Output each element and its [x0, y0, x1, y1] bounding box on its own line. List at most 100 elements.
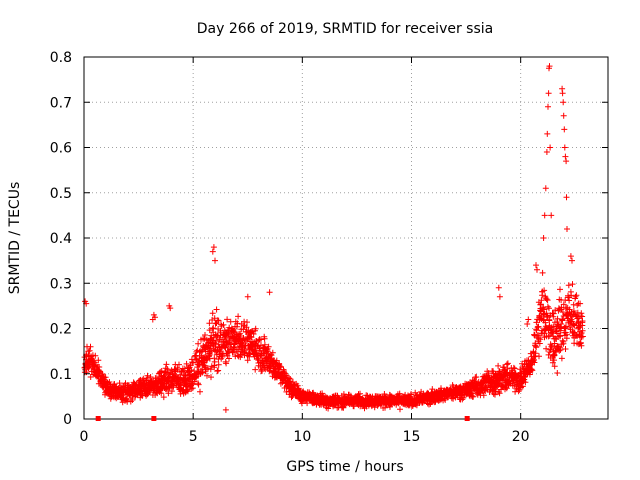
- data-point: [184, 388, 191, 395]
- data-point: [559, 309, 566, 316]
- data-point: [559, 317, 566, 324]
- data-point: [579, 318, 586, 324]
- data-point: [90, 358, 97, 365]
- data-point: [572, 293, 579, 300]
- data-point: [551, 363, 558, 370]
- data-point: [543, 296, 550, 303]
- data-point: [144, 372, 151, 379]
- data-point: [528, 366, 535, 373]
- data-point: [188, 367, 195, 374]
- data-point: [263, 347, 270, 353]
- data-point: [560, 340, 567, 347]
- data-point: [531, 359, 538, 366]
- data-point: [544, 297, 551, 304]
- data-point: [460, 394, 467, 401]
- data-point: [577, 300, 584, 307]
- data-point: [537, 336, 544, 343]
- data-point: [470, 393, 477, 400]
- data-point: [534, 266, 540, 273]
- y-axis-label: SRMTID / TECUs: [7, 182, 23, 295]
- data-point: [195, 381, 202, 388]
- data-point: [205, 365, 211, 372]
- data-point: [543, 149, 550, 155]
- data-point: [261, 341, 268, 348]
- data-point: [248, 334, 255, 341]
- data-point: [551, 352, 558, 359]
- data-point: [542, 319, 549, 326]
- data-point: [554, 315, 561, 322]
- data-point: [199, 347, 206, 354]
- data-point: [473, 374, 480, 380]
- data-point: [206, 320, 213, 327]
- data-point: [160, 394, 167, 401]
- data-point: [577, 339, 584, 346]
- data-point: [158, 368, 165, 374]
- data-point: [215, 341, 222, 348]
- data-point: [168, 388, 175, 395]
- data-point: [546, 316, 553, 323]
- data-point: [189, 359, 196, 366]
- data-point: [226, 355, 232, 362]
- data-point: [167, 305, 174, 312]
- data-point: [213, 338, 219, 344]
- data-point: [533, 344, 540, 351]
- data-point: [224, 316, 231, 323]
- data-point: [340, 404, 347, 411]
- gap-markers: [95, 416, 470, 421]
- data-point: [230, 349, 237, 356]
- data-point: [86, 347, 93, 354]
- data-point: [554, 370, 561, 376]
- data-point: [269, 349, 276, 356]
- data-point: [199, 369, 206, 376]
- data-point: [244, 357, 251, 364]
- data-point: [563, 158, 570, 165]
- data-point: [286, 375, 293, 382]
- data-point: [522, 379, 529, 386]
- data-point: [408, 391, 415, 398]
- data-point: [560, 99, 567, 106]
- data-point: [212, 320, 219, 327]
- data-point: [540, 235, 547, 241]
- data-point: [197, 388, 203, 395]
- y-tick-label: 0.2: [50, 322, 72, 338]
- data-point: [253, 351, 260, 358]
- data-point: [204, 372, 210, 379]
- data-point: [546, 305, 552, 312]
- data-point: [257, 336, 264, 343]
- data-point: [560, 301, 567, 308]
- data-point: [215, 361, 222, 368]
- data-point: [504, 365, 511, 372]
- data-point: [116, 380, 123, 387]
- data-point: [215, 367, 222, 374]
- data-point: [569, 281, 576, 288]
- data-point: [566, 297, 573, 304]
- data-point: [220, 321, 227, 328]
- data-point: [552, 307, 559, 314]
- data-point: [259, 367, 266, 374]
- data-point: [207, 366, 214, 373]
- data-point: [244, 319, 250, 326]
- data-point: [189, 381, 196, 388]
- data-point: [244, 293, 251, 300]
- data-point: [396, 390, 403, 397]
- data-point: [530, 356, 537, 363]
- data-point: [252, 366, 259, 373]
- data-point: [204, 356, 211, 363]
- data-point: [557, 333, 564, 340]
- data-point: [219, 353, 226, 360]
- data-point: [573, 292, 580, 299]
- data-point: [550, 310, 557, 317]
- x-tick-label: 15: [403, 429, 421, 445]
- data-point: [265, 343, 272, 350]
- data-point: [397, 406, 403, 413]
- data-point: [503, 385, 510, 392]
- data-point: [283, 372, 290, 379]
- data-point: [545, 103, 551, 110]
- data-point: [120, 383, 127, 390]
- data-point: [541, 287, 548, 294]
- data-point: [195, 340, 202, 347]
- data-point: [565, 282, 572, 289]
- x-tick-label: 0: [80, 429, 89, 445]
- data-point: [492, 388, 499, 395]
